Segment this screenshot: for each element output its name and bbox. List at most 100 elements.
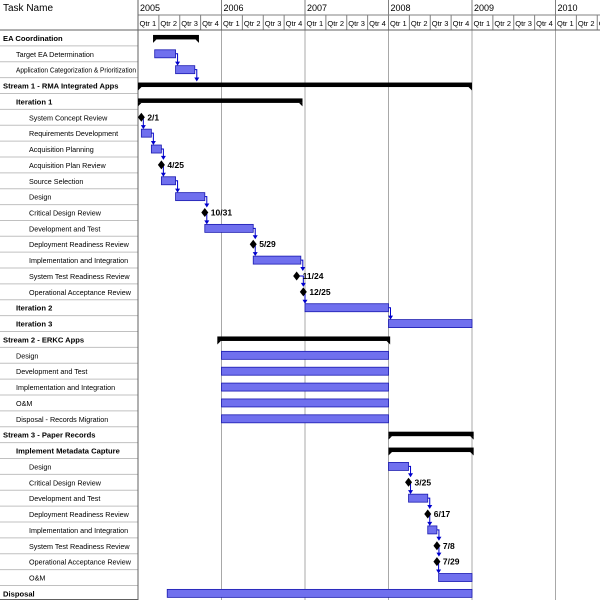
task-bar xyxy=(221,414,389,424)
summary-cap-left xyxy=(388,436,392,440)
dependency-arrowhead xyxy=(408,473,414,478)
task-bar xyxy=(160,176,176,186)
task-bar xyxy=(438,573,473,582)
dependency-arrowhead xyxy=(388,315,393,320)
dependency-arrowhead xyxy=(140,125,146,130)
task-bar xyxy=(221,398,389,408)
task-name: Deployment Readiness Review xyxy=(29,240,130,249)
task-name: Disposal xyxy=(3,589,35,598)
task-bar xyxy=(166,588,473,598)
quarter-label: Qtr 3 xyxy=(265,19,282,28)
summary-bar xyxy=(153,34,199,40)
task-bar xyxy=(388,462,409,471)
task-name: Development and Test xyxy=(29,224,100,233)
quarter-label: Qtr 2 xyxy=(578,19,595,28)
milestone-diamond xyxy=(424,509,432,519)
milestone-date-label: 4/25 xyxy=(167,160,184,170)
task-name: Design xyxy=(29,193,51,202)
milestone-date-label: 3/25 xyxy=(415,477,432,487)
task-bar xyxy=(150,144,162,154)
dependency-line xyxy=(151,132,154,143)
task-name-column: EA Coordination Target EA Determination Ap… xyxy=(3,34,136,598)
dependency-arrowhead xyxy=(436,536,442,541)
task-name: O&M xyxy=(16,399,32,408)
task-name: Operational Acceptance Review xyxy=(29,288,132,297)
summary-cap-right xyxy=(298,102,303,107)
milestone-diamond xyxy=(405,477,413,487)
milestone-diamond xyxy=(249,239,257,249)
milestone-date-label: 6/17 xyxy=(434,509,451,519)
milestone-diamond xyxy=(433,541,441,551)
summary-cap-left xyxy=(138,102,142,107)
quarter-label: Qtr 2 xyxy=(160,19,177,28)
task-name: Application Categorization & Prioritizat… xyxy=(16,66,136,75)
task-bar xyxy=(252,255,302,265)
task-name: Implement Metadata Capture xyxy=(16,447,120,456)
summary-cap-right xyxy=(470,436,474,440)
milestone-date-label: 12/25 xyxy=(309,287,331,297)
year-label: 2008 xyxy=(391,3,411,13)
task-bar xyxy=(221,366,389,376)
task-name: Stream 1 - RMA Integrated Apps xyxy=(3,82,118,91)
milestone-date-label: 2/1 xyxy=(147,112,159,122)
year-label: 2005 xyxy=(140,3,160,13)
dependency-arrowhead xyxy=(300,266,306,271)
dependency-line xyxy=(253,227,256,237)
dependency-line xyxy=(194,69,198,79)
task-name: Implementation and Integration xyxy=(29,256,128,265)
milestone-date-label: 7/8 xyxy=(443,541,455,551)
dependency-arrowhead xyxy=(194,77,200,82)
quarter-label: Qtr 3 xyxy=(515,19,532,28)
dependency-arrowhead xyxy=(175,61,181,66)
dependency-line xyxy=(427,497,431,507)
milestone-date-label: 7/29 xyxy=(443,557,460,567)
dependency-line xyxy=(436,529,440,538)
task-name: Operational Acceptance Review xyxy=(29,558,132,567)
summary-bar xyxy=(388,447,474,453)
dependency-line xyxy=(300,259,304,268)
grid-lines xyxy=(0,30,556,600)
summary-cap-left xyxy=(217,340,221,345)
dependency-line xyxy=(388,307,391,317)
task-bar xyxy=(388,319,473,328)
summary-cap-left xyxy=(388,452,392,456)
quarter-label: Qtr 1 xyxy=(140,19,157,28)
year-label: 2007 xyxy=(307,3,327,13)
dependency-arrowhead xyxy=(300,282,306,287)
task-name: Design xyxy=(16,351,38,360)
quarter-label: Qtr 1 xyxy=(390,19,407,28)
task-name: Requirements Development xyxy=(29,129,118,138)
task-name: Stream 3 - Paper Records xyxy=(3,431,95,440)
task-name: Source Selection xyxy=(29,177,83,186)
milestone-date-label: 11/24 xyxy=(303,271,324,281)
task-name: Target EA Determination xyxy=(16,50,94,59)
dependency-arrowhead xyxy=(436,569,442,574)
quarter-label: Qtr 3 xyxy=(181,19,198,28)
year-label: 2009 xyxy=(474,3,494,13)
dependency-arrowhead xyxy=(204,220,210,225)
task-name: Deployment Readiness Review xyxy=(29,510,130,519)
dependency-line xyxy=(408,465,412,475)
task-name: EA Coordination xyxy=(3,34,63,43)
task-bar xyxy=(175,192,206,202)
task-name: Critical Design Review xyxy=(29,478,102,487)
summary-cap-left xyxy=(138,87,142,91)
quarter-label: Qtr 3 xyxy=(348,19,365,28)
summary-cap-right xyxy=(195,39,199,43)
quarter-label: Qtr 2 xyxy=(327,19,344,28)
task-name: Implementation and Integration xyxy=(29,526,128,535)
task-bar xyxy=(408,493,429,503)
quarter-label: Qtr 2 xyxy=(494,19,511,28)
dependency-arrowhead xyxy=(204,203,210,208)
milestone-diamond xyxy=(137,112,145,122)
task-bars: 2/1 4/25 10/31 5/29 11/24 12/25 3/25 6/17 7/8 7/2… xyxy=(137,34,474,598)
year-label: 2006 xyxy=(224,3,244,13)
quarter-label: Qtr 4 xyxy=(453,19,470,28)
summary-bar xyxy=(138,82,472,88)
year-label: 2010 xyxy=(558,3,578,13)
dependency-arrowhead xyxy=(302,299,308,304)
task-name: Acquisition Plan Review xyxy=(29,161,107,170)
quarter-label: Qtr 1 xyxy=(557,19,574,28)
summary-cap-right xyxy=(470,452,474,456)
